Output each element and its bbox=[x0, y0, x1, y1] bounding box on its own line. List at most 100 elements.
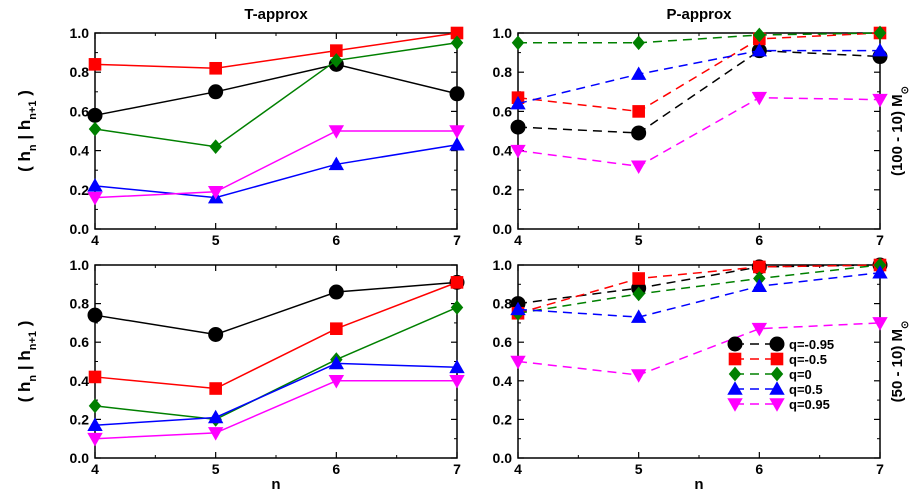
panel-3-xtick-label: 6 bbox=[755, 461, 763, 477]
panel-2-series-1-point bbox=[330, 322, 343, 335]
panel-2-series-1-point bbox=[88, 370, 102, 384]
panel-1-series-3-point bbox=[630, 66, 647, 80]
panel-1-title: P-approx bbox=[666, 6, 732, 23]
panel-1-series-4-point bbox=[751, 91, 768, 106]
panel-2-series-4-point bbox=[207, 427, 224, 441]
panel-0-xtick-label: 5 bbox=[212, 232, 220, 248]
legend-item-2-marker-left bbox=[728, 366, 742, 382]
panel-3-series-4-point bbox=[510, 355, 526, 370]
panel-1-series-4-point bbox=[872, 93, 888, 108]
panel-2-series-4-point bbox=[328, 375, 345, 389]
panel-3-ytick-label: 0.2 bbox=[493, 411, 513, 427]
panel-3-ytick-label: 0.4 bbox=[493, 373, 513, 389]
panel-top-right: 0.0 0.2 0.4 0.6 0.8 1.0 4 5 6 7 P-approx bbox=[493, 6, 888, 248]
panel-3-series-4-point bbox=[751, 322, 768, 337]
panel-0-series-3-point bbox=[449, 137, 465, 151]
panel-1-ytick-label: 0.8 bbox=[493, 64, 513, 80]
panel-3-series-4-point bbox=[872, 317, 888, 331]
panel-0-ytick-label: 0.0 bbox=[70, 221, 90, 237]
panel-0-series-3-line bbox=[94, 143, 458, 199]
legend-item-1-marker-left bbox=[728, 352, 742, 366]
legend-item-4-marker-right bbox=[769, 398, 785, 412]
panel-1-series-4-point bbox=[630, 160, 647, 174]
panel-1-series-3-point bbox=[872, 42, 888, 57]
panel-0-series-2-line bbox=[94, 42, 458, 148]
panel-2-xtick-label: 5 bbox=[212, 461, 220, 477]
panel-0-series-1-point bbox=[450, 26, 464, 40]
panel-2-series-3-point bbox=[449, 359, 465, 374]
panel-2-ytick-label: 0.0 bbox=[70, 450, 90, 466]
panel-0-series-4-point bbox=[449, 125, 465, 139]
panel-2-ytick-label: 0.4 bbox=[70, 373, 90, 389]
panel-0-series-1-point bbox=[209, 61, 222, 75]
panel-1-ytick-label: 0.4 bbox=[493, 143, 513, 159]
panel-0-series-4-point bbox=[87, 191, 103, 206]
legend-item-3-label: q=0.5 bbox=[789, 382, 823, 397]
panel-1-xtick-label: 7 bbox=[876, 232, 884, 248]
panel-3-series-2-point bbox=[873, 257, 887, 273]
panel-3-xtick-label: 5 bbox=[635, 461, 643, 477]
panel-1-ytick-label: 0.2 bbox=[493, 182, 513, 198]
panel-0-xtick-label: 7 bbox=[453, 232, 461, 248]
panel-0-series-0-point bbox=[87, 107, 103, 123]
panel-3-series-3-point bbox=[510, 301, 526, 316]
panel-3-ytick-label: 0.8 bbox=[493, 296, 513, 312]
panel-3-x-axis-label: n bbox=[694, 476, 703, 493]
panel-3-xtick-label: 4 bbox=[514, 461, 522, 477]
panel-3-series-3-point bbox=[751, 278, 768, 293]
legend-item-0-marker-left bbox=[727, 336, 743, 352]
panel-0-ytick-label: 0.2 bbox=[70, 182, 90, 198]
panel-2-series-2-point bbox=[450, 300, 464, 315]
panel-1-series-1-point bbox=[632, 105, 645, 118]
panel-0-series-0-point bbox=[449, 86, 465, 102]
panel-0-ytick-label: 0.4 bbox=[70, 143, 90, 159]
panel-0-series-1-line bbox=[94, 32, 458, 70]
panel-1-series-4-point bbox=[510, 144, 526, 159]
panel-1-xtick-label: 4 bbox=[514, 232, 522, 248]
panel-1-ytick-label: 0.6 bbox=[493, 103, 513, 119]
panel-0-series-4-point bbox=[207, 185, 224, 200]
panel-2-series-0-point bbox=[328, 284, 344, 300]
panel-bottom-left: 0.0 0.2 0.4 0.6 0.8 1.0 4 5 6 7 n bbox=[70, 257, 465, 493]
panel-2-series-3-point bbox=[328, 355, 345, 370]
panel-0-y-axis-label: ( hn | hn+1 ) bbox=[15, 90, 39, 172]
panel-3-series-1-line bbox=[517, 264, 881, 314]
panel-1-series-0-point bbox=[510, 119, 526, 135]
panel-1-xtick-label: 6 bbox=[755, 232, 763, 248]
panel-2-xtick-label: 4 bbox=[91, 461, 99, 477]
panel-1-series-1-line bbox=[517, 32, 881, 113]
panel-3-mass-label: (50 - 10) M⊙ bbox=[889, 321, 911, 403]
panel-3-xtick-label: 7 bbox=[876, 461, 884, 477]
panel-0-ytick-label: 1.0 bbox=[70, 25, 90, 41]
panel-3-series-3-line bbox=[517, 271, 881, 318]
panel-1-series-0-point bbox=[631, 125, 647, 141]
panel-0-title: T-approx bbox=[244, 6, 308, 23]
panel-0-series-4-line bbox=[94, 130, 457, 199]
panel-0-ytick-label: 0.6 bbox=[70, 103, 90, 119]
panel-1-series-0-line bbox=[517, 49, 881, 134]
panel-1-series-2-point bbox=[632, 35, 645, 51]
panel-top-left: 0.0 0.2 0.4 0.6 0.8 1.0 4 5 6 7 T-approx bbox=[70, 6, 465, 248]
panel-2-series-1-point bbox=[209, 382, 222, 395]
panel-1-mass-label: (100 - 10) M⊙ bbox=[889, 86, 911, 176]
panel-2-series-2-point bbox=[88, 398, 102, 414]
legend-item-3-marker-left bbox=[727, 381, 743, 395]
legend-item-2-label: q=0 bbox=[789, 367, 812, 382]
panel-1-series-4-line bbox=[517, 96, 881, 168]
panel-0-series-0-point bbox=[208, 84, 224, 100]
panel-3-ytick-label: 0.0 bbox=[493, 450, 513, 466]
panel-3-series-2-point bbox=[753, 271, 766, 286]
panel-0-series-0-line bbox=[94, 63, 458, 117]
legend-item-1-marker-right bbox=[770, 352, 784, 366]
panel-2-series-1-line bbox=[94, 281, 458, 390]
panel-2-series-2-line bbox=[94, 306, 458, 421]
panel-3-ytick-label: 0.6 bbox=[493, 334, 513, 350]
panel-1-series-2-line bbox=[518, 32, 881, 44]
panel-1-series-3-point bbox=[510, 95, 526, 110]
panel-3-series-3-point bbox=[872, 265, 888, 279]
panel-3-series-1-point bbox=[753, 260, 766, 274]
panel-3-series-4-line bbox=[517, 322, 881, 376]
panel-2-ytick-label: 0.2 bbox=[70, 411, 90, 427]
panel-2-y-axis-label: ( hn | hn+1 ) bbox=[15, 321, 39, 403]
panel-2-series-1-point bbox=[450, 276, 464, 289]
